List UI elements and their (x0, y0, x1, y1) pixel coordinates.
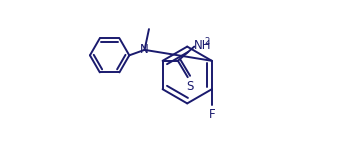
Text: N: N (140, 43, 149, 56)
Text: F: F (209, 108, 215, 121)
Text: S: S (186, 80, 194, 93)
Text: NH: NH (194, 39, 212, 52)
Text: 2: 2 (205, 37, 210, 46)
